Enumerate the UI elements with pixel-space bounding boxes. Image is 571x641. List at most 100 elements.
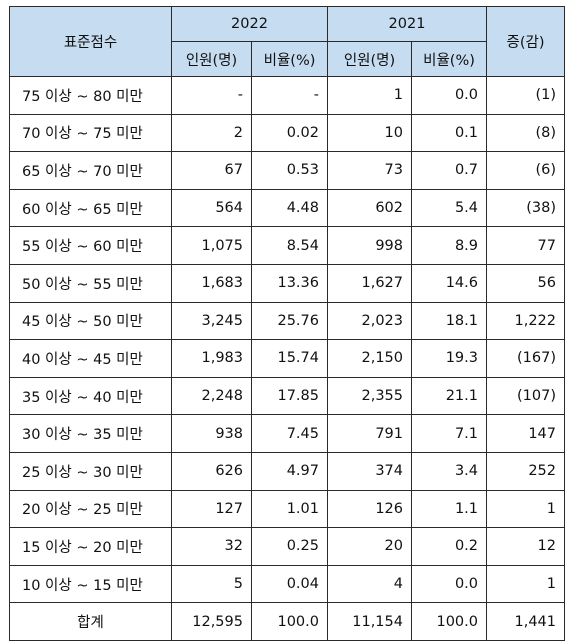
cell-score-range: 50 이상 ~ 55 미만 <box>9 263 172 303</box>
cell-count-2021: 4 <box>327 564 412 604</box>
cell-count-2022: 1,983 <box>171 339 252 378</box>
table-row: 45 이상 ~ 50 미만 3,245 25.76 2,023 18.1 1,222 <box>9 301 565 341</box>
cell-ratio-2022: 4.48 <box>251 188 328 228</box>
cell-count-2021: 10 <box>327 113 412 153</box>
cell-ratio-2021: 19.3 <box>411 339 487 378</box>
cell-change: (8) <box>486 113 565 153</box>
cell-score-range: 45 이상 ~ 50 미만 <box>9 301 172 341</box>
cell-count-2021: 791 <box>327 414 412 453</box>
cell-ratio-2021: 0.0 <box>411 564 487 604</box>
cell-ratio-2022: 0.02 <box>251 113 328 153</box>
cell-score-range: 55 이상 ~ 60 미만 <box>9 226 172 265</box>
cell-count-2022: 67 <box>171 151 252 190</box>
cell-change: (6) <box>486 151 565 190</box>
cell-count-2022: 3,245 <box>171 301 252 341</box>
header-count-2022: 인원(명) <box>171 41 252 77</box>
cell-count-2021: 374 <box>327 451 412 491</box>
header-change: 증(감) <box>486 6 565 77</box>
cell-ratio-2022: 8.54 <box>251 226 328 265</box>
table-row: 10 이상 ~ 15 미만 5 0.04 4 0.0 1 <box>9 564 565 604</box>
cell-score-range: 10 이상 ~ 15 미만 <box>9 564 172 604</box>
cell-ratio-2021: 14.6 <box>411 263 487 303</box>
cell-count-2021: 1 <box>327 76 412 115</box>
table-row: 75 이상 ~ 80 미만 - -1 0.0 (1) <box>9 76 565 115</box>
table-row: 60 이상 ~ 65 미만 564 4.48 602 5.4 (38) <box>9 188 565 228</box>
table-row: 55 이상 ~ 60 미만 1,075 8.54 998 8.9 77 <box>9 226 565 265</box>
table-row: 50 이상 ~ 55 미만 1,683 13.36 1,627 14.6 56 <box>9 263 565 303</box>
cell-count-2022: 564 <box>171 188 252 228</box>
table-body: 75 이상 ~ 80 미만 - -1 0.0 (1) 70 이상 ~ 75 미만 2 0.02… <box>9 76 565 641</box>
cell-count-2021: 126 <box>327 489 412 529</box>
header-score: 표준점수 <box>9 6 172 77</box>
cell-count-2021: 20 <box>327 527 412 566</box>
cell-change: 1 <box>486 489 565 529</box>
score-distribution-table: 표준점수 2022 2021 증(감) 인원(명) 비율(%) 인원(명) 비율… <box>9 6 565 641</box>
cell-total-label: 합계 <box>9 602 172 641</box>
cell-change: 1 <box>486 564 565 604</box>
cell-count-2021: 73 <box>327 151 412 190</box>
cell-total-count-2022: 12,595 <box>171 602 252 641</box>
cell-count-2022: 1,683 <box>171 263 252 303</box>
cell-change: 252 <box>486 451 565 491</box>
header-ratio-2021: 비율(%) <box>411 41 487 77</box>
cell-ratio-2022: 0.04 <box>251 564 328 604</box>
cell-ratio-2022: 15.74 <box>251 339 328 378</box>
cell-total-change: 1,441 <box>486 602 565 641</box>
cell-ratio-2021: 5.4 <box>411 188 487 228</box>
cell-change: (107) <box>486 376 565 416</box>
cell-count-2022: 1,075 <box>171 226 252 265</box>
cell-count-2021: 2,023 <box>327 301 412 341</box>
cell-ratio-2021: 0.1 <box>411 113 487 153</box>
cell-ratio-2022: 4.97 <box>251 451 328 491</box>
cell-ratio-2022: - <box>251 76 328 115</box>
cell-count-2022: 32 <box>171 527 252 566</box>
cell-change: 77 <box>486 226 565 265</box>
cell-ratio-2021: 21.1 <box>411 376 487 416</box>
cell-score-range: 20 이상 ~ 25 미만 <box>9 489 172 529</box>
table-row: 25 이상 ~ 30 미만 626 4.97 374 3.4 252 <box>9 451 565 491</box>
cell-change: 1,222 <box>486 301 565 341</box>
table-row: 15 이상 ~ 20 미만 32 0.25 20 0.2 12 <box>9 527 565 566</box>
header-count-2021: 인원(명) <box>327 41 412 77</box>
cell-score-range: 30 이상 ~ 35 미만 <box>9 414 172 453</box>
cell-change: 147 <box>486 414 565 453</box>
cell-ratio-2021: 0.7 <box>411 151 487 190</box>
table-row: 70 이상 ~ 75 미만 2 0.02 10 0.1 (8) <box>9 113 565 153</box>
header-year-2022: 2022 <box>171 6 328 42</box>
cell-count-2021: 602 <box>327 188 412 228</box>
cell-change: (38) <box>486 188 565 228</box>
cell-count-2022: - <box>171 76 252 115</box>
cell-ratio-2022: 7.45 <box>251 414 328 453</box>
table-row: 40 이상 ~ 45 미만 1,983 15.74 2,150 19.3 (167) <box>9 339 565 378</box>
cell-count-2022: 5 <box>171 564 252 604</box>
cell-count-2021: 2,150 <box>327 339 412 378</box>
cell-score-range: 25 이상 ~ 30 미만 <box>9 451 172 491</box>
header-ratio-2022: 비율(%) <box>251 41 328 77</box>
cell-ratio-2021: 1.1 <box>411 489 487 529</box>
cell-total-ratio-2022: 100.0 <box>251 602 328 641</box>
cell-change: 12 <box>486 527 565 566</box>
cell-total-ratio-2021: 100.0 <box>411 602 487 641</box>
cell-ratio-2021: 0.0 <box>411 76 487 115</box>
table-row: 35 이상 ~ 40 미만 2,248 17.85 2,355 21.1 (107) <box>9 376 565 416</box>
table-row: 20 이상 ~ 25 미만 127 1.01 126 1.1 1 <box>9 489 565 529</box>
cell-count-2021: 2,355 <box>327 376 412 416</box>
cell-count-2022: 2,248 <box>171 376 252 416</box>
cell-ratio-2022: 17.85 <box>251 376 328 416</box>
cell-change: (1) <box>486 76 565 115</box>
cell-ratio-2022: 13.36 <box>251 263 328 303</box>
cell-ratio-2021: 8.9 <box>411 226 487 265</box>
cell-count-2022: 938 <box>171 414 252 453</box>
cell-ratio-2021: 7.1 <box>411 414 487 453</box>
header-year-2021: 2021 <box>327 6 487 42</box>
cell-ratio-2021: 3.4 <box>411 451 487 491</box>
cell-total-count-2021: 11,154 <box>327 602 412 641</box>
table-row: 30 이상 ~ 35 미만 938 7.45 791 7.1 147 <box>9 414 565 453</box>
cell-score-range: 40 이상 ~ 45 미만 <box>9 339 172 378</box>
cell-ratio-2021: 18.1 <box>411 301 487 341</box>
cell-count-2021: 998 <box>327 226 412 265</box>
cell-count-2021: 1,627 <box>327 263 412 303</box>
table-row: 65 이상 ~ 70 미만 67 0.53 73 0.7 (6) <box>9 151 565 190</box>
cell-count-2022: 2 <box>171 113 252 153</box>
cell-score-range: 65 이상 ~ 70 미만 <box>9 151 172 190</box>
